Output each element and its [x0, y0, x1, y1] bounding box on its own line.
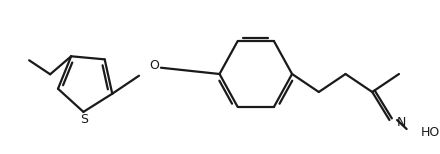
Text: S: S	[81, 113, 88, 126]
Text: O: O	[149, 59, 159, 72]
Text: HO: HO	[421, 126, 440, 138]
Text: N: N	[397, 116, 407, 128]
